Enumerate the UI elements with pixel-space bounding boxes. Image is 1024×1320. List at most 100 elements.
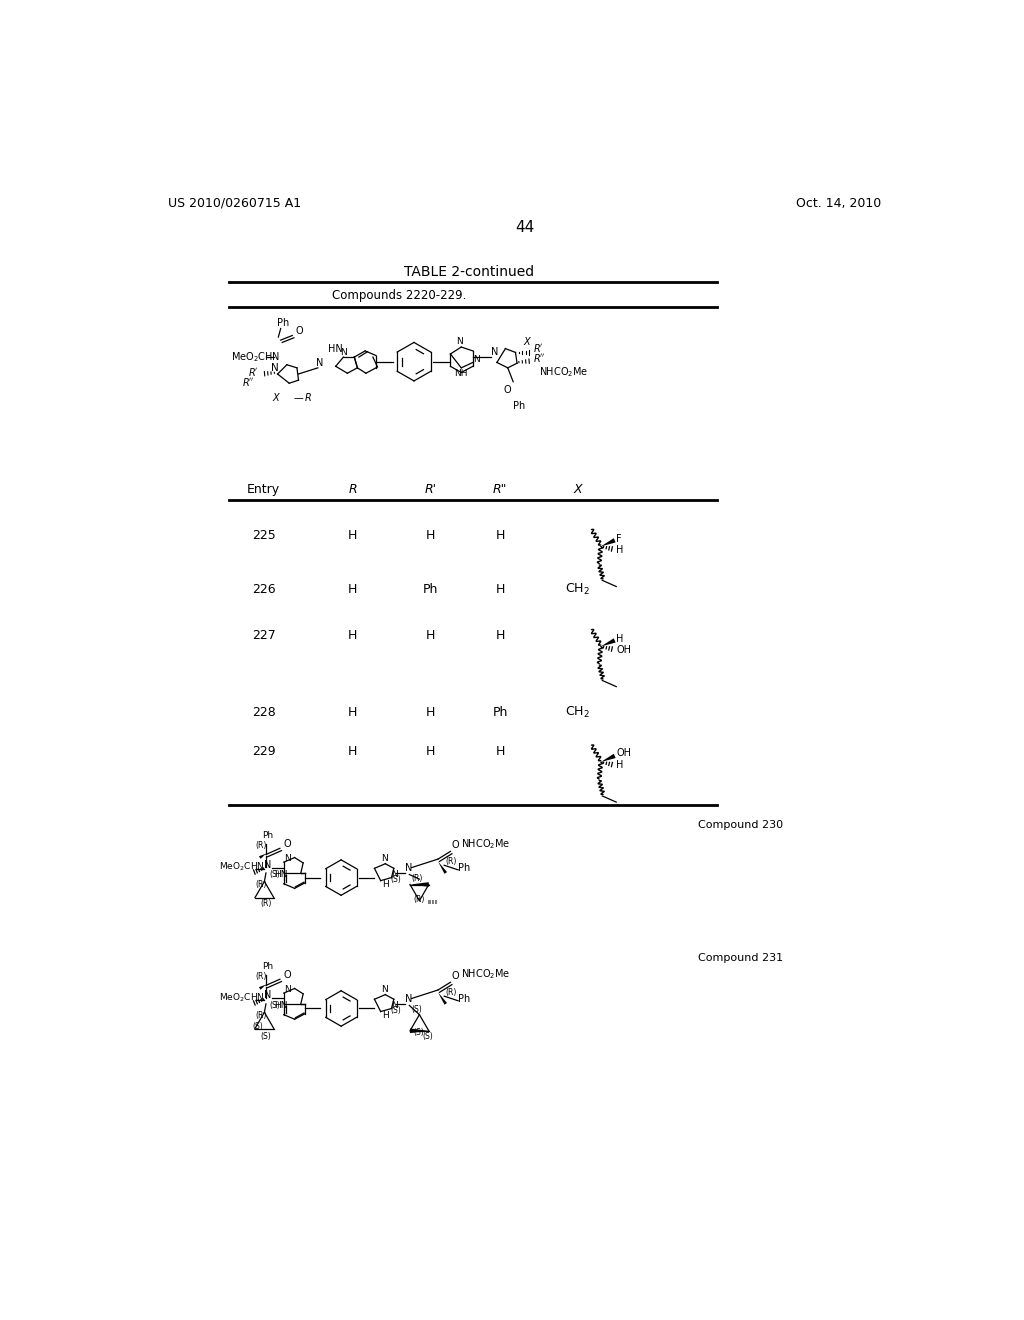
- Text: H: H: [496, 583, 505, 597]
- Text: Ph: Ph: [423, 583, 438, 597]
- Text: (S): (S): [270, 870, 281, 879]
- Text: N: N: [285, 985, 291, 994]
- Text: H: H: [382, 880, 389, 888]
- Text: HN: HN: [328, 345, 343, 355]
- Text: 227: 227: [252, 630, 275, 643]
- Text: H: H: [348, 630, 357, 643]
- Text: O: O: [283, 838, 291, 849]
- Text: H: H: [426, 529, 435, 543]
- Text: N: N: [381, 854, 388, 863]
- Text: H: H: [616, 634, 624, 644]
- Polygon shape: [259, 985, 266, 990]
- Text: HN: HN: [274, 1001, 288, 1010]
- Text: (R): (R): [255, 1011, 266, 1020]
- Polygon shape: [601, 754, 615, 762]
- Text: N: N: [473, 355, 479, 364]
- Text: N: N: [316, 358, 324, 368]
- Text: O: O: [295, 326, 303, 337]
- Polygon shape: [410, 882, 429, 887]
- Text: R": R": [493, 483, 507, 496]
- Text: O: O: [283, 970, 291, 979]
- Text: N: N: [263, 990, 271, 1001]
- Text: N: N: [406, 863, 413, 874]
- Text: OH: OH: [616, 644, 631, 655]
- Text: (S): (S): [412, 1005, 423, 1014]
- Text: O: O: [452, 972, 460, 981]
- Polygon shape: [601, 639, 615, 647]
- Text: Ph: Ph: [458, 863, 470, 874]
- Text: (S): (S): [390, 1006, 400, 1015]
- Text: CH$_2$: CH$_2$: [565, 582, 590, 597]
- Text: N: N: [391, 1001, 398, 1010]
- Text: H: H: [382, 1011, 389, 1020]
- Text: NHCO$_2$Me: NHCO$_2$Me: [461, 837, 511, 850]
- Text: H: H: [348, 583, 357, 597]
- Text: N: N: [381, 985, 388, 994]
- Text: N: N: [340, 347, 347, 356]
- Polygon shape: [410, 1028, 429, 1034]
- Text: Ph: Ph: [513, 401, 525, 411]
- Text: 229: 229: [252, 744, 275, 758]
- Text: X: X: [272, 393, 279, 403]
- Text: N: N: [490, 347, 498, 356]
- Text: NHCO$_2$Me: NHCO$_2$Me: [539, 366, 588, 379]
- Text: (R): (R): [255, 880, 266, 888]
- Text: R': R': [424, 483, 436, 496]
- Text: (S): (S): [414, 1028, 424, 1036]
- Text: H: H: [426, 630, 435, 643]
- Text: Compounds 2220-229.: Compounds 2220-229.: [332, 289, 467, 302]
- Polygon shape: [438, 862, 447, 874]
- Text: NH: NH: [455, 370, 468, 379]
- Text: H: H: [496, 630, 505, 643]
- Polygon shape: [259, 854, 266, 859]
- Text: N: N: [271, 363, 280, 372]
- Text: (S): (S): [270, 1001, 281, 1010]
- Text: Ph: Ph: [458, 994, 470, 1005]
- Text: H: H: [616, 760, 624, 770]
- Text: F: F: [616, 533, 622, 544]
- Text: (S): (S): [260, 1031, 271, 1040]
- Text: H: H: [616, 545, 624, 554]
- Text: Compound 231: Compound 231: [697, 953, 782, 962]
- Text: H: H: [348, 706, 357, 719]
- Text: R$''$: R$''$: [242, 376, 254, 388]
- Text: N: N: [457, 337, 463, 346]
- Text: HN: HN: [274, 870, 288, 879]
- Text: R$''$: R$''$: [534, 352, 546, 364]
- Text: CH$_2$: CH$_2$: [565, 705, 590, 721]
- Text: TABLE 2-continued: TABLE 2-continued: [403, 265, 535, 280]
- Text: R$'$: R$'$: [248, 366, 258, 378]
- Text: 228: 228: [252, 706, 275, 719]
- Text: (R): (R): [260, 899, 272, 908]
- Text: H: H: [426, 744, 435, 758]
- Text: R$'$: R$'$: [534, 342, 544, 355]
- Text: (R): (R): [256, 973, 267, 981]
- Text: H: H: [426, 706, 435, 719]
- Polygon shape: [601, 539, 615, 546]
- Text: MeO$_2$CHN: MeO$_2$CHN: [219, 861, 265, 873]
- Text: Entry: Entry: [247, 483, 281, 496]
- Text: H: H: [348, 529, 357, 543]
- Text: H: H: [496, 744, 505, 758]
- Text: N: N: [391, 870, 398, 879]
- Text: H: H: [496, 529, 505, 543]
- Text: N: N: [285, 854, 291, 863]
- Text: O: O: [504, 385, 512, 395]
- Text: (R): (R): [445, 857, 457, 866]
- Text: 44: 44: [515, 220, 535, 235]
- Text: NHCO$_2$Me: NHCO$_2$Me: [461, 968, 511, 982]
- Text: lllllll: lllllll: [427, 900, 437, 904]
- Text: (R): (R): [412, 874, 423, 883]
- Text: (S): (S): [423, 1032, 433, 1041]
- Text: Ph: Ph: [493, 706, 508, 719]
- Text: Oct. 14, 2010: Oct. 14, 2010: [796, 197, 882, 210]
- Text: (R): (R): [256, 841, 267, 850]
- Text: Ph: Ph: [262, 832, 273, 841]
- Text: Ph: Ph: [262, 962, 273, 972]
- Text: R: R: [304, 393, 311, 403]
- Text: (R): (R): [445, 987, 457, 997]
- Text: (S): (S): [390, 875, 400, 884]
- Text: X: X: [523, 337, 529, 347]
- Text: OH: OH: [616, 748, 631, 758]
- Text: H: H: [348, 744, 357, 758]
